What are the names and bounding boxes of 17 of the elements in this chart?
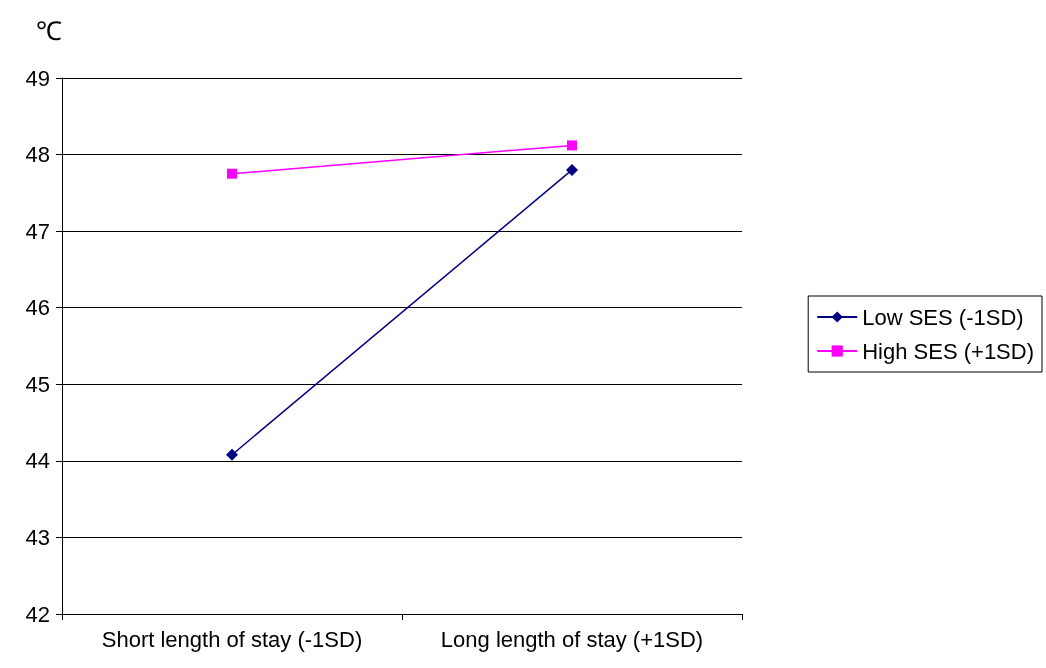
y-tick-label: 42 xyxy=(25,601,50,627)
point xyxy=(567,140,577,151)
legend-label: High SES (+1SD) xyxy=(862,338,1035,364)
y-tick-label: 47 xyxy=(25,218,50,244)
y-tick-label: 44 xyxy=(25,448,50,474)
y-tick-label: 48 xyxy=(25,142,50,168)
point xyxy=(226,448,238,461)
y-axis-title: ℃ xyxy=(36,16,62,46)
y-tick-label: 45 xyxy=(25,371,50,397)
x-tick-label: Long length of stay (+1SD) xyxy=(440,626,704,652)
y-tick-label: 49 xyxy=(25,65,50,91)
x-tick-label: Short length of stay (-1SD) xyxy=(101,626,363,652)
point xyxy=(227,168,237,179)
legend-label: Low SES (-1SD) xyxy=(862,304,1024,330)
point xyxy=(566,163,578,176)
y-tick-label: 46 xyxy=(25,295,50,321)
y-tick-label: 43 xyxy=(25,524,50,550)
